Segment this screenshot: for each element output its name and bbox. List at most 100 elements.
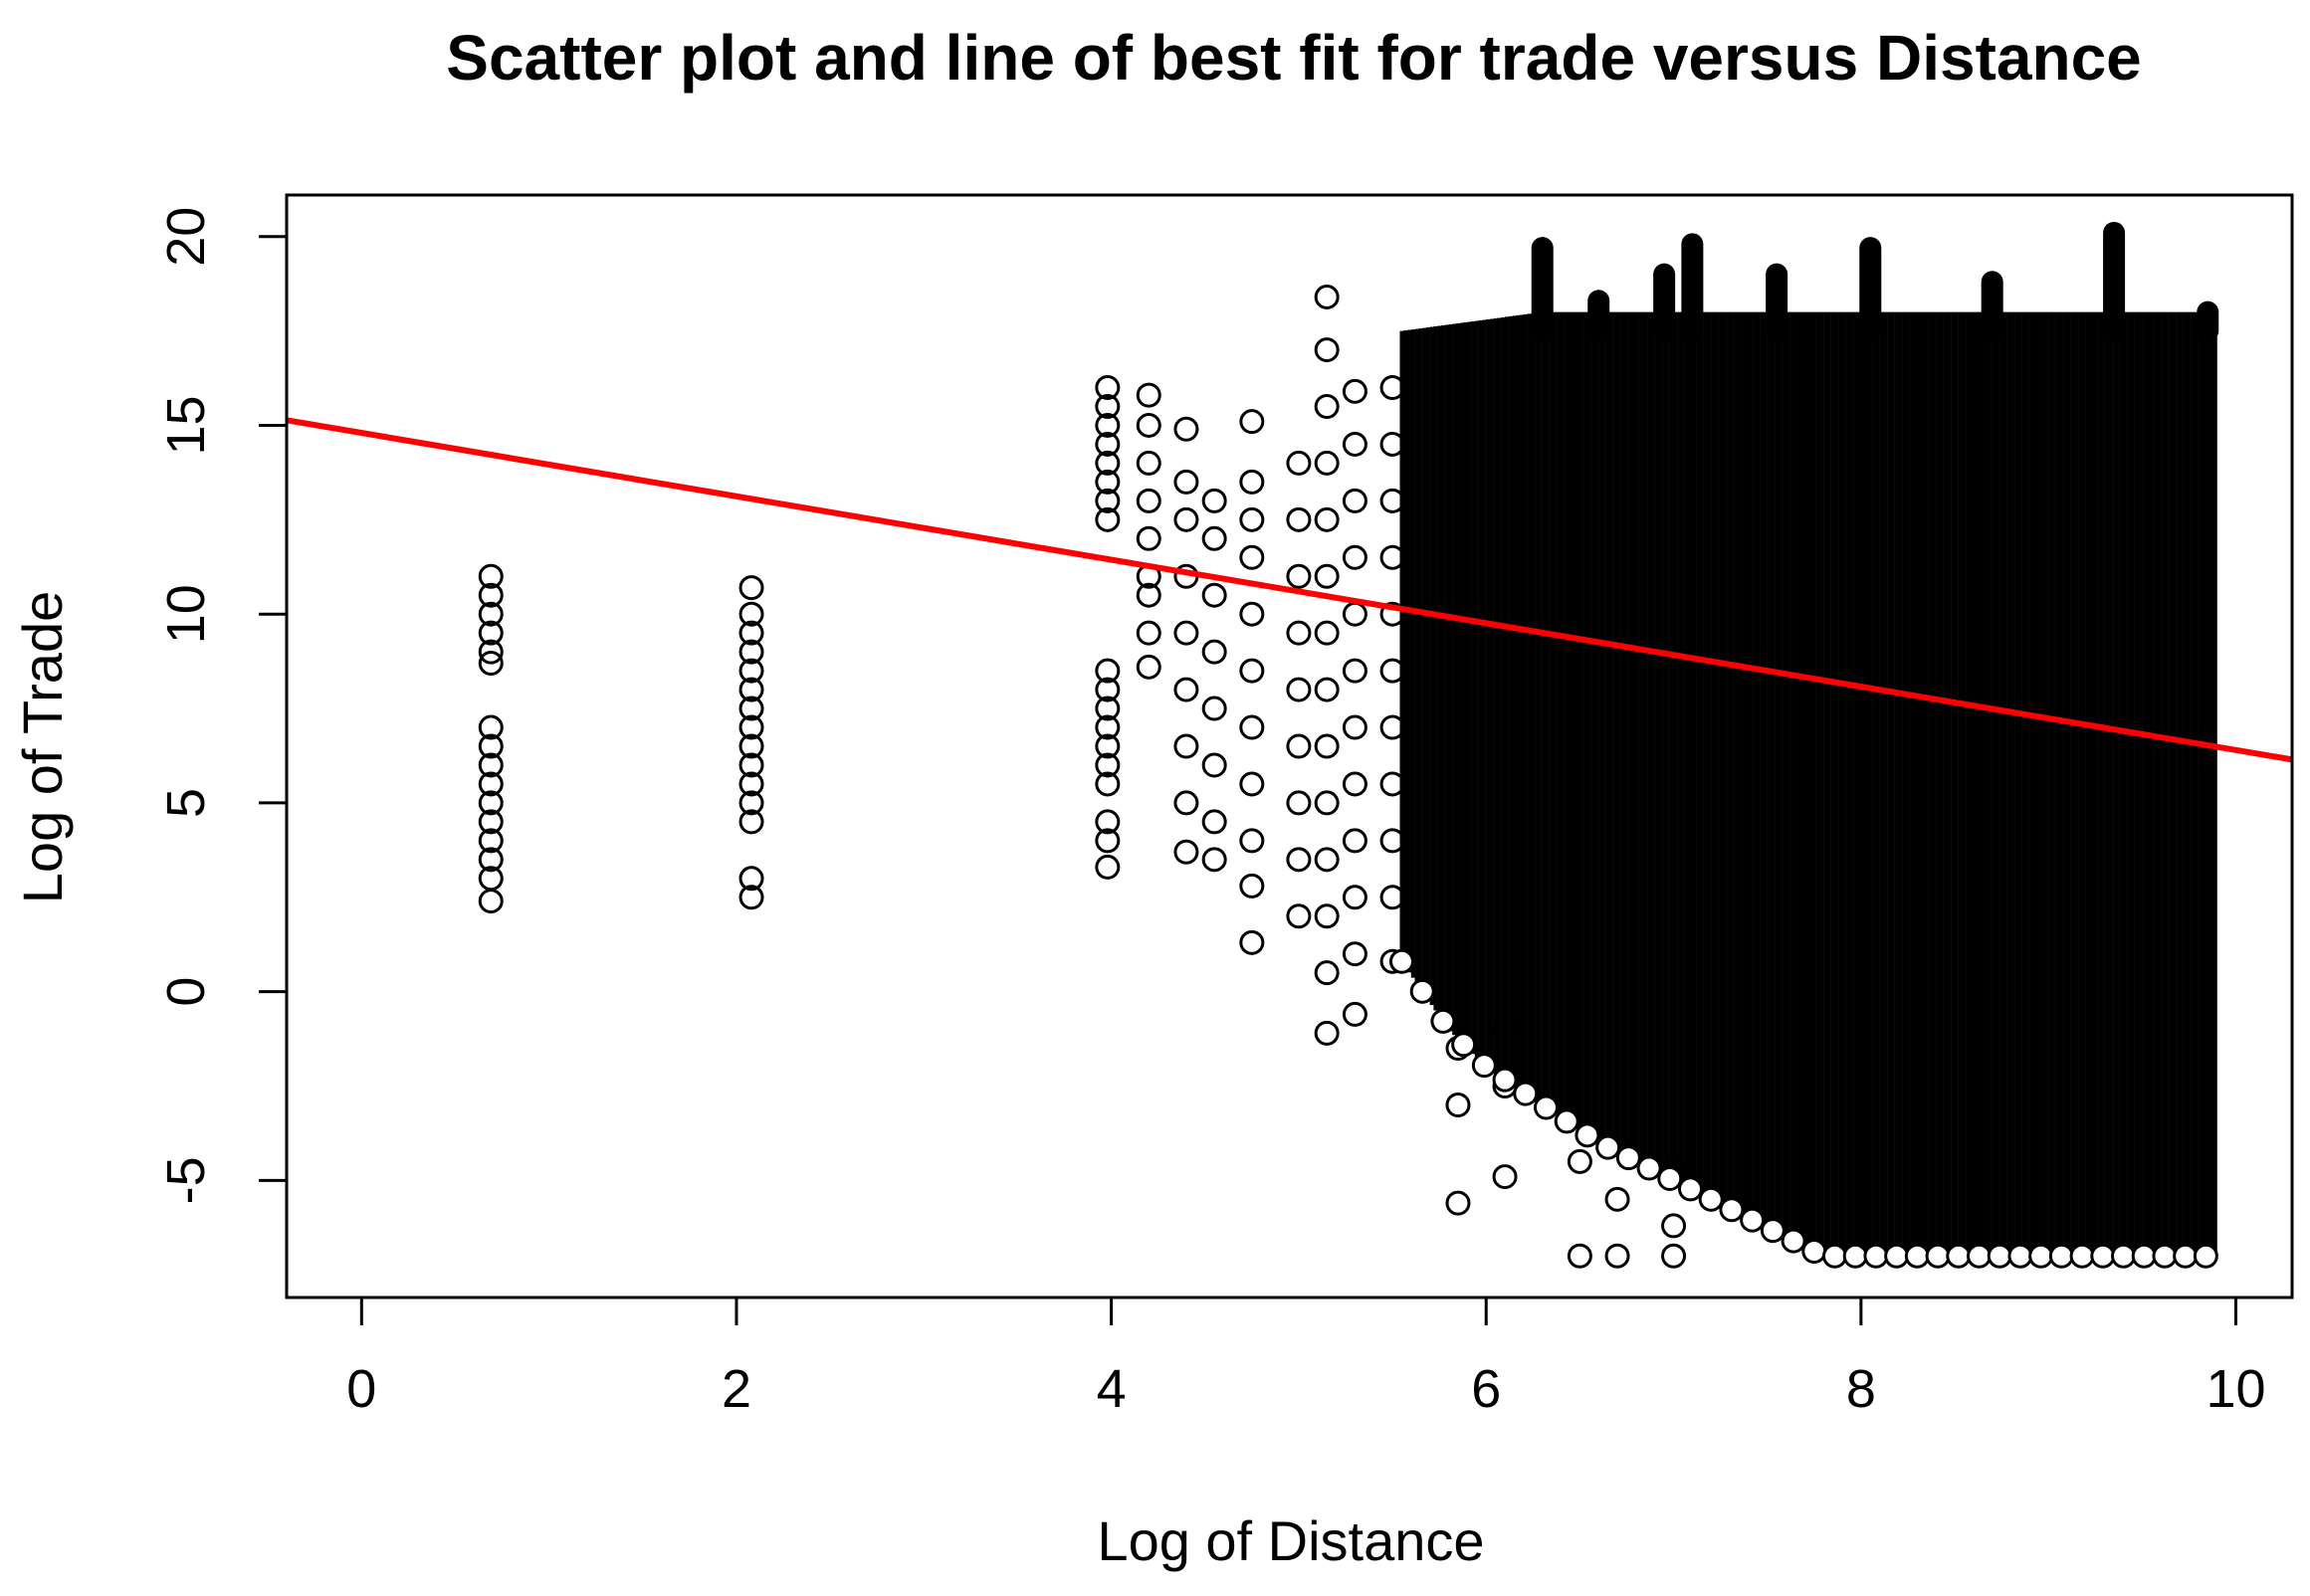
y-tick-label: 5 (156, 788, 216, 818)
data-point (1136, 654, 1161, 680)
y-tick-label: 0 (156, 977, 216, 1007)
data-point (2069, 1243, 2095, 1269)
data-point (1095, 375, 1121, 401)
data-point (478, 714, 504, 740)
data-point (478, 790, 504, 816)
data-point (1595, 1134, 1621, 1160)
data-point (2048, 1243, 2074, 1269)
data-point (1173, 506, 1199, 532)
data-point (1842, 1243, 1868, 1269)
data-point (1136, 382, 1161, 408)
data-point (1095, 431, 1121, 457)
data-point (1095, 506, 1121, 532)
data-point (2090, 1243, 2116, 1269)
data-point (2007, 1243, 2033, 1269)
dense-band-layer (1388, 221, 2219, 1269)
data-point (1342, 488, 1367, 513)
y-axis-label: Log of Trade (11, 591, 74, 903)
data-point (738, 866, 764, 892)
data-point (478, 601, 504, 627)
data-point (1661, 1213, 1687, 1239)
data-point (1136, 582, 1161, 608)
data-point (1314, 1020, 1340, 1046)
data-point (2173, 1243, 2199, 1269)
data-point (1095, 393, 1121, 419)
data-point (1884, 1243, 1910, 1269)
data-point (1239, 469, 1265, 495)
data-point (1342, 378, 1367, 404)
data-point (1314, 393, 1340, 419)
data-point (1095, 658, 1121, 684)
data-point (1615, 1145, 1641, 1171)
data-point (478, 582, 504, 608)
x-tick-label: 6 (1471, 1359, 1501, 1419)
data-point (1342, 601, 1367, 627)
chart-title: Scatter plot and line of best fit for tr… (446, 22, 2142, 94)
data-point (1095, 412, 1121, 438)
data-point (1314, 284, 1340, 309)
data-point (1095, 696, 1121, 721)
y-axis: -5 0 5 10 15 20 (156, 207, 289, 1204)
data-point (738, 809, 764, 835)
data-point (1409, 978, 1435, 1004)
data-point (738, 575, 764, 601)
data-point (1492, 1164, 1518, 1190)
data-point (1095, 714, 1121, 740)
data-point (1604, 1243, 1630, 1269)
data-point (1533, 1095, 1559, 1120)
data-point (1967, 1243, 1993, 1269)
data-point (738, 885, 764, 910)
data-point (1239, 601, 1265, 627)
data-point (1286, 733, 1312, 759)
data-point (1239, 714, 1265, 740)
data-point (1095, 828, 1121, 854)
data-point (478, 563, 504, 589)
data-point (1095, 854, 1121, 880)
data-point (1239, 506, 1265, 532)
data-point (1342, 1001, 1367, 1027)
data-point (1173, 839, 1199, 865)
data-point (1661, 1243, 1687, 1269)
data-point (1801, 1239, 1827, 1265)
data-point (478, 828, 504, 854)
data-point (2131, 1243, 2157, 1269)
data-point (1760, 1218, 1785, 1244)
data-point (1342, 714, 1367, 740)
data-point (1136, 525, 1161, 551)
data-point (1430, 1008, 1456, 1034)
data-point (1636, 1155, 1662, 1181)
x-axis-label: Log of Distance (1097, 1509, 1484, 1572)
data-point (478, 752, 504, 778)
data-point (1567, 1243, 1592, 1269)
data-point (738, 620, 764, 646)
data-point (1719, 1197, 1745, 1223)
data-point (1314, 450, 1340, 476)
data-point (1201, 488, 1227, 513)
data-point (1201, 847, 1227, 873)
data-point (1239, 828, 1265, 854)
data-point (1492, 1067, 1518, 1093)
data-point (1286, 620, 1312, 646)
data-point (1698, 1186, 1724, 1212)
data-point (478, 771, 504, 797)
x-tick-label: 10 (2205, 1359, 2265, 1419)
points-layer (478, 284, 1687, 1269)
data-point (1314, 506, 1340, 532)
data-point (1445, 1092, 1471, 1117)
data-point (1946, 1243, 1972, 1269)
data-point (1740, 1207, 1766, 1233)
data-point (1239, 544, 1265, 570)
data-point (1342, 544, 1367, 570)
data-point (1471, 1053, 1497, 1079)
x-tick-label: 4 (1097, 1359, 1127, 1419)
data-point (1342, 771, 1367, 797)
data-point (478, 639, 504, 665)
data-point (2152, 1243, 2178, 1269)
data-point (1095, 733, 1121, 759)
data-point (738, 733, 764, 759)
data-point (2111, 1243, 2137, 1269)
y-tick-label: 10 (156, 584, 216, 644)
data-point (1286, 450, 1312, 476)
data-point (1173, 620, 1199, 646)
